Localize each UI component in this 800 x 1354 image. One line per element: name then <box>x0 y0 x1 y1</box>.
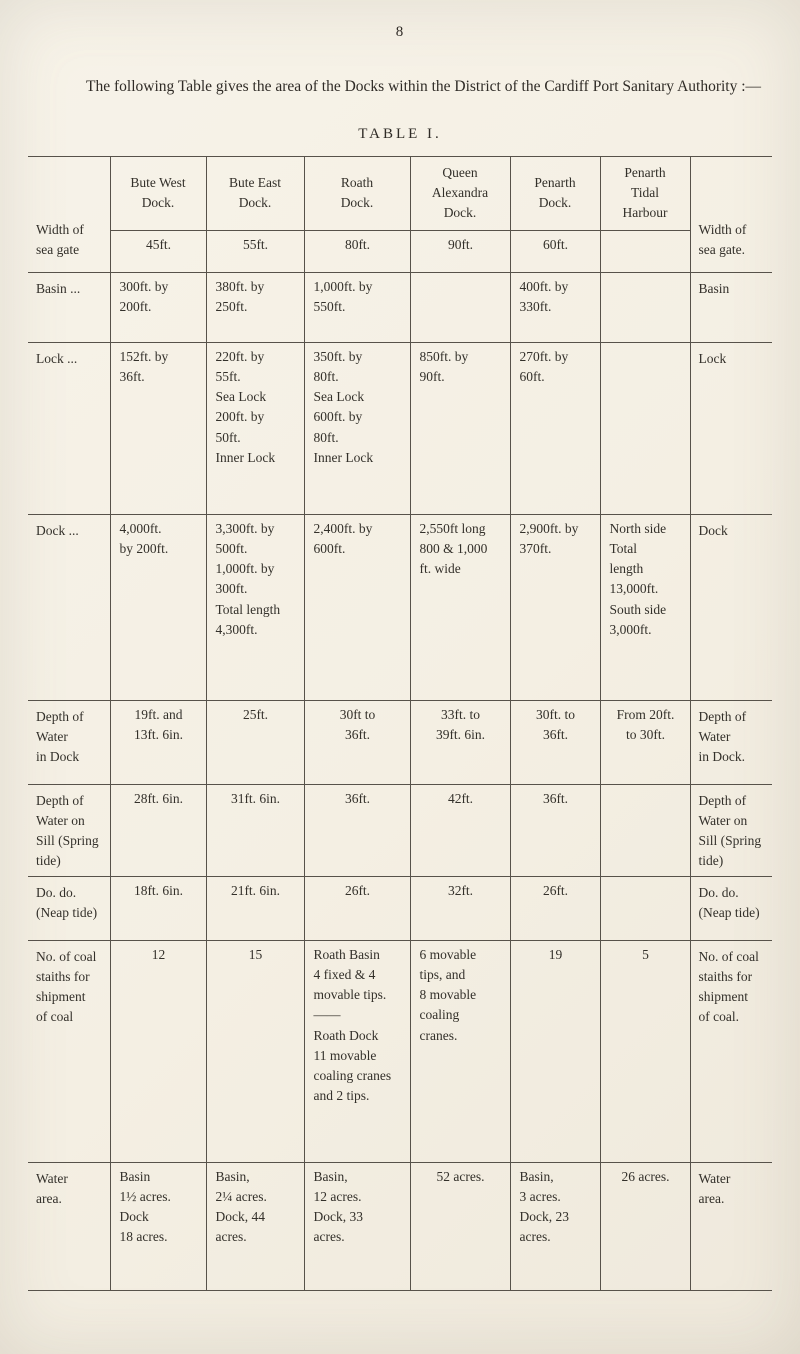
row-label-right-width-of-sea-gate: Width of sea gate. <box>689 155 772 273</box>
cell-sill-roath: 36ft. <box>303 783 411 877</box>
cell-dock-penarth-tidal: North side Total length 13,000ft. South … <box>599 513 691 701</box>
table-row-dock: Dock ... 4,000ft. by 200ft. 3,300ft. by … <box>28 513 772 701</box>
cell-sill-bute-west: 28ft. 6in. <box>109 783 207 877</box>
intro-text: The following Table gives the area of th… <box>86 78 762 95</box>
page-number: 8 <box>395 24 405 40</box>
table-header-row: Width of sea gate Bute West Dock. Bute E… <box>28 155 772 273</box>
cell-neap-penarth-tidal <box>599 875 691 941</box>
cell-lock-bute-west: 152ft. by 36ft. <box>109 341 207 515</box>
cell-water-penarth-tidal: 26 acres. <box>599 1161 691 1291</box>
cell-neap-bute-west: 18ft. 6in. <box>109 875 207 941</box>
cell-coal-bute-east: 15 <box>205 939 305 1163</box>
cell-neap-roath: 26ft. <box>303 875 411 941</box>
cell-depth-dock-bute-east: 25ft. <box>205 699 305 785</box>
table-row-lock: Lock ... 152ft. by 36ft. 220ft. by 55ft.… <box>28 341 772 515</box>
cell-basin-bute-east: 380ft. by 250ft. <box>205 271 305 343</box>
table-title: TABLE I. <box>358 125 442 142</box>
cell-depth-dock-penarth: 30ft. to 36ft. <box>509 699 601 785</box>
cell-dock-bute-east: 3,300ft. by 500ft. 1,000ft. by 300ft. To… <box>205 513 305 701</box>
cell-gate-queen-alexandra: 90ft. <box>409 229 511 273</box>
cell-sill-bute-east: 31ft. 6in. <box>205 783 305 877</box>
row-label-depth-of-water-in-dock: Depth of Water in Dock <box>28 699 111 785</box>
cell-neap-queen-alexandra: 32ft. <box>409 875 511 941</box>
table-row-depth-of-water-in-dock: Depth of Water in Dock 19ft. and 13ft. 6… <box>28 699 772 785</box>
table-row-depth-on-sill-spring-tide: Depth of Water on Sill (Spring tide) 28f… <box>28 783 772 877</box>
column-header-roath-dock: Roath Dock. <box>303 155 411 231</box>
cell-neap-penarth: 26ft. <box>509 875 601 941</box>
column-header-queen-alexandra-dock: Queen Alexandra Dock. <box>409 155 511 231</box>
row-label-right-depth-of-water-in-dock: Depth of Water in Dock. <box>689 699 772 785</box>
row-label-right-basin: Basin <box>689 271 772 343</box>
column-header-penarth-dock: Penarth Dock. <box>509 155 601 231</box>
table-row-basin: Basin ... 300ft. by 200ft. 380ft. by 250… <box>28 271 772 343</box>
cell-water-bute-west: Basin 1½ acres. Dock 18 acres. <box>109 1161 207 1291</box>
intro-paragraph: The following Table gives the area of th… <box>42 75 762 100</box>
cell-dock-roath: 2,400ft. by 600ft. <box>303 513 411 701</box>
cell-sill-penarth-tidal <box>599 783 691 877</box>
cell-basin-penarth: 400ft. by 330ft. <box>509 271 601 343</box>
cell-water-roath: Basin, 12 acres. Dock, 33 acres. <box>303 1161 411 1291</box>
row-label-width-of-sea-gate: Width of sea gate <box>28 155 111 273</box>
cell-basin-roath: 1,000ft. by 550ft. <box>303 271 411 343</box>
row-label-depth-on-sill-spring-tide: Depth of Water on Sill (Spring tide) <box>28 783 111 877</box>
cell-gate-bute-west: 45ft. <box>110 229 207 273</box>
cell-dock-bute-west: 4,000ft. by 200ft. <box>109 513 207 701</box>
row-label-dock: Dock ... <box>28 513 111 701</box>
cell-neap-bute-east: 21ft. 6in. <box>205 875 305 941</box>
row-label-coal-staiths: No. of coal staiths for shipment of coal <box>28 939 111 1163</box>
cell-depth-dock-roath: 30ft to 36ft. <box>303 699 411 785</box>
cell-depth-dock-penarth-tidal: From 20ft. to 30ft. <box>599 699 691 785</box>
row-label-water-area: Water area. <box>28 1161 111 1291</box>
row-label-right-lock: Lock <box>689 341 772 515</box>
cell-gate-penarth: 60ft. <box>509 229 601 273</box>
cell-water-penarth: Basin, 3 acres. Dock, 23 acres. <box>509 1161 601 1291</box>
cell-gate-bute-east: 55ft. <box>205 229 305 273</box>
cell-gate-penarth-tidal <box>599 229 690 273</box>
cell-dock-queen-alexandra: 2,550ft long 800 & 1,000 ft. wide <box>409 513 511 701</box>
cell-lock-queen-alexandra: 850ft. by 90ft. <box>409 341 511 515</box>
cell-depth-dock-queen-alexandra: 33ft. to 39ft. 6in. <box>409 699 511 785</box>
table-row-coal-staiths: No. of coal staiths for shipment of coal… <box>28 939 772 1163</box>
cell-coal-queen-alexandra: 6 movable tips, and 8 movable coaling cr… <box>409 939 511 1163</box>
row-label-basin: Basin ... <box>28 271 111 343</box>
row-label-lock: Lock ... <box>28 341 111 515</box>
column-header-bute-west-dock: Bute West Dock. <box>109 155 207 231</box>
cell-sill-penarth: 36ft. <box>509 783 601 877</box>
cell-gate-roath: 80ft. <box>303 229 411 273</box>
cell-lock-penarth: 270ft. by 60ft. <box>509 341 601 515</box>
cell-coal-roath: Roath Basin 4 fixed & 4 movable tips. ——… <box>303 939 411 1163</box>
cell-dock-penarth: 2,900ft. by 370ft. <box>509 513 601 701</box>
column-header-penarth-tidal-harbour: Penarth Tidal Harbour <box>599 155 691 231</box>
cell-lock-roath: 350ft. by 80ft. Sea Lock 600ft. by 80ft.… <box>303 341 411 515</box>
cell-coal-bute-west: 12 <box>109 939 207 1163</box>
cell-coal-penarth-tidal: 5 <box>599 939 691 1163</box>
table-row-width-of-sea-gate: 45ft. 55ft. 80ft. 90ft. 60ft. <box>28 229 772 273</box>
cell-water-bute-east: Basin, 2¼ acres. Dock, 44 acres. <box>205 1161 305 1291</box>
cell-water-queen-alexandra: 52 acres. <box>409 1161 511 1291</box>
row-label-depth-on-sill-neap-tide: Do. do. (Neap tide) <box>28 875 111 941</box>
table-row-water-area: Water area. Basin 1½ acres. Dock 18 acre… <box>28 1161 772 1291</box>
cell-depth-dock-bute-west: 19ft. and 13ft. 6in. <box>109 699 207 785</box>
cell-lock-bute-east: 220ft. by 55ft. Sea Lock 200ft. by 50ft.… <box>205 341 305 515</box>
cell-basin-penarth-tidal <box>599 271 691 343</box>
cell-sill-queen-alexandra: 42ft. <box>409 783 511 877</box>
row-label-right-water-area: Water area. <box>689 1161 772 1291</box>
row-label-right-depth-on-sill-spring-tide: Depth of Water on Sill (Spring tide) <box>689 783 772 877</box>
cell-basin-bute-west: 300ft. by 200ft. <box>109 271 207 343</box>
cell-coal-penarth: 19 <box>509 939 601 1163</box>
table-row-depth-on-sill-neap-tide: Do. do. (Neap tide) 18ft. 6in. 21ft. 6in… <box>28 875 772 941</box>
row-label-right-depth-on-sill-neap-tide: Do. do. (Neap tide) <box>689 875 772 941</box>
cell-lock-penarth-tidal <box>599 341 691 515</box>
row-label-right-coal-staiths: No. of coal staiths for shipment of coal… <box>689 939 772 1163</box>
row-label-right-dock: Dock <box>689 513 772 701</box>
docks-table: Width of sea gate Bute West Dock. Bute E… <box>28 155 772 1291</box>
column-header-bute-east-dock: Bute East Dock. <box>205 155 305 231</box>
cell-basin-queen-alexandra <box>409 271 511 343</box>
